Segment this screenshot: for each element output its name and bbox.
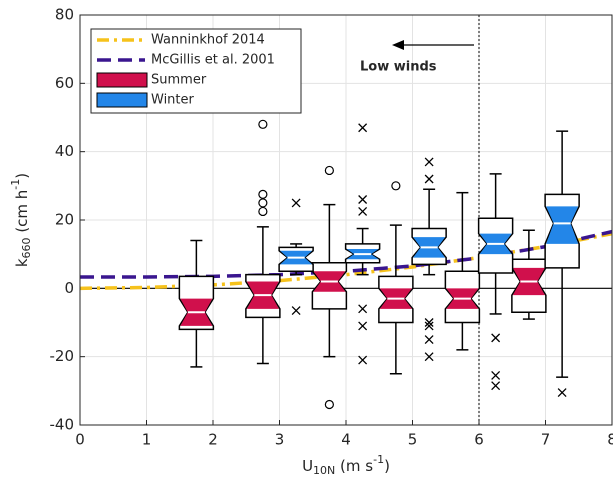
x-tick-label: 5 — [408, 431, 418, 449]
outlier — [424, 318, 434, 327]
y-tick-label: -40 — [50, 416, 75, 434]
legend-label: McGillis et al. 2001 — [151, 53, 275, 68]
outlier — [424, 174, 434, 184]
outlier — [424, 157, 434, 167]
outlier — [358, 355, 368, 365]
outlier — [258, 198, 268, 208]
x-tick-label: 4 — [341, 431, 351, 449]
y-axis-label-part: (cm h — [13, 190, 31, 238]
y-tick-label: -20 — [50, 347, 75, 365]
y-tick-label: 20 — [55, 211, 74, 229]
outlier — [391, 181, 401, 191]
outlier — [358, 304, 368, 314]
annotation-arrowhead — [392, 40, 404, 50]
outlier — [258, 119, 268, 129]
outlier — [358, 206, 368, 216]
y-tick-label: 60 — [55, 74, 74, 92]
plot-area — [80, 119, 613, 410]
y-axis-label: k660 (cm h-1) — [9, 173, 33, 267]
y-tick-label: 80 — [55, 6, 74, 24]
x-tick-label: 7 — [541, 431, 551, 449]
outlier — [491, 333, 501, 343]
x-axis-label-part: -1 — [373, 453, 384, 466]
x-axis-label-part: ) — [384, 457, 390, 475]
y-axis-label-part: ) — [13, 173, 31, 179]
legend: Wanninkhof 2014 McGillis et al. 2001 Summe… — [90, 28, 302, 114]
fit-line — [80, 229, 613, 279]
y-tick-label: 0 — [64, 279, 74, 297]
notch — [546, 206, 579, 244]
legend-swatch — [96, 72, 148, 88]
y-axis-label-part: 660 — [20, 237, 33, 258]
outlier — [291, 306, 301, 316]
plot-frame — [79, 14, 613, 426]
outlier — [358, 321, 368, 331]
outlier — [258, 206, 268, 217]
outlier — [258, 189, 268, 199]
x-axis-label-part: 10N — [313, 464, 335, 477]
x-tick-label: 3 — [275, 431, 285, 449]
x-tick-label: 1 — [142, 431, 152, 449]
x-tick-label: 8 — [607, 431, 613, 449]
outlier — [424, 335, 434, 345]
legend-label: Winter — [151, 93, 195, 108]
outlier — [557, 388, 567, 398]
y-tick-label: 40 — [55, 142, 74, 160]
outlier — [358, 123, 368, 133]
x-tick-label: 6 — [474, 431, 484, 449]
legend-swatch — [96, 92, 148, 108]
x-axis-label-part: (m s — [335, 457, 373, 475]
outlier — [291, 198, 301, 208]
outlier — [491, 370, 501, 380]
outlier — [324, 165, 334, 176]
outlier — [491, 381, 501, 391]
legend-label: Summer — [151, 73, 207, 88]
legend-label: Wanninkhof 2014 — [151, 33, 265, 48]
x-axis-label-part: U — [302, 457, 313, 475]
outlier — [358, 195, 368, 204]
x-tick-label: 2 — [208, 431, 218, 449]
y-axis-label-part: k — [13, 258, 31, 267]
x-axis-label: U10N (m s-1) — [302, 453, 390, 477]
annotation: Low winds — [360, 60, 437, 75]
y-axis-label-part: -1 — [9, 179, 22, 190]
outlier — [324, 399, 334, 410]
outlier — [424, 321, 434, 331]
outlier — [424, 352, 434, 362]
x-tick-label: 0 — [75, 431, 85, 449]
